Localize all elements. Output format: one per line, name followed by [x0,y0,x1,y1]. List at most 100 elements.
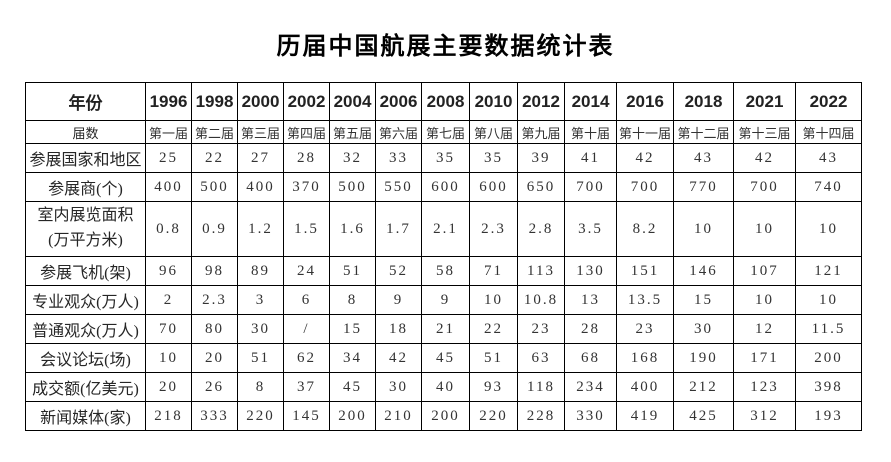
data-cell: 18 [375,314,422,344]
data-cell: 151 [616,256,674,286]
row-label: 专业观众(万人) [25,285,146,315]
year-cell: 2006 [375,82,422,121]
data-cell: 2.1 [421,201,470,257]
year-cell: 2008 [421,82,470,121]
data-cell: 1.5 [283,201,330,257]
data-cell: 2.8 [517,201,565,257]
data-cell: 220 [469,401,518,431]
data-cell: 193 [795,401,862,431]
data-cell: 45 [421,343,470,373]
table-row: 成交额(亿美元) 20 26 8 37 45 30 40 93 118 234 400 212 123 39… [25,372,862,402]
data-cell: 28 [283,143,330,173]
data-cell: 34 [329,343,376,373]
data-cell: 113 [517,256,565,286]
data-cell: 145 [283,401,330,431]
data-cell: 96 [145,256,192,286]
data-cell: 700 [616,172,674,202]
row-label: 会议论坛(场) [25,343,146,373]
data-cell: 330 [564,401,617,431]
data-cell: 3 [237,285,284,315]
page-title: 历届中国航展主要数据统计表 [276,34,615,60]
data-cell: 425 [673,401,734,431]
data-cell: 23 [517,314,565,344]
data-cell: 9 [375,285,422,315]
data-cell: 228 [517,401,565,431]
data-cell: 35 [421,143,470,173]
data-cell: 218 [145,401,192,431]
data-cell: 740 [795,172,862,202]
year-cell: 2012 [517,82,565,121]
data-cell: 43 [795,143,862,173]
data-cell: 400 [237,172,284,202]
data-cell: 第六届 [375,120,422,144]
data-cell: 第三届 [237,120,284,144]
row-label-line: 室内展览面积 [37,207,134,225]
table-row: 参展飞机(架) 96 98 89 24 51 52 58 71 113 130 151 146 107 12… [25,256,862,286]
data-cell: 1.2 [237,201,284,257]
data-cell: 500 [191,172,238,202]
data-cell: 第五届 [329,120,376,144]
year-cell: 2010 [469,82,518,121]
data-cell: 25 [145,143,192,173]
data-cell: 10 [733,201,796,257]
data-cell: 3.5 [564,201,617,257]
year-header-row: 年份 1996 1998 2000 2002 2004 2006 2008 2010 2012 20… [25,82,862,121]
data-cell: 第九届 [517,120,565,144]
table-row: 室内展览面积 (万平方米) 0.8 0.9 1.2 1.5 1.6 1.7 2.1 2.3 2.8 3… [25,201,862,257]
table-row: 届数 第一届 第二届 第三届 第四届 第五届 第六届 第七届 第八届 第九届 第十届 第十一届 第十二届… [25,120,862,144]
data-cell: 400 [145,172,192,202]
data-cell: 23 [616,314,674,344]
row-label: 参展商(个) [25,172,146,202]
data-cell: 2.3 [469,201,518,257]
data-cell: 40 [421,372,470,402]
row-label: 室内展览面积 (万平方米) [25,201,146,257]
data-cell: 10 [145,343,192,373]
data-cell: 121 [795,256,862,286]
data-cell: 26 [191,372,238,402]
data-cell: 15 [329,314,376,344]
data-cell: 12 [733,314,796,344]
data-cell: 10 [673,201,734,257]
data-cell: 0.9 [191,201,238,257]
data-cell: 89 [237,256,284,286]
data-cell: 400 [616,372,674,402]
data-cell: 234 [564,372,617,402]
data-cell: 第十三届 [733,120,796,144]
year-cell: 2016 [616,82,674,121]
data-cell: 80 [191,314,238,344]
table-row: 参展商(个) 400 500 400 370 500 550 600 600 650 700 700 7… [25,172,862,202]
data-cell: 10 [795,285,862,315]
data-cell: 1.6 [329,201,376,257]
data-cell: 45 [329,372,376,402]
data-cell: 10 [795,201,862,257]
data-cell: 700 [564,172,617,202]
year-cell: 2014 [564,82,617,121]
data-cell: 58 [421,256,470,286]
data-cell: 51 [329,256,376,286]
data-cell: 9 [421,285,470,315]
table-row: 参展国家和地区 25 22 27 28 32 33 35 35 39 41 42 43 42 43 [25,143,862,173]
data-cell: 600 [469,172,518,202]
year-cell: 2000 [237,82,284,121]
data-cell: 第一届 [145,120,192,144]
data-cell: 68 [564,343,617,373]
data-cell: 130 [564,256,617,286]
data-cell: 30 [673,314,734,344]
data-cell: 8.2 [616,201,674,257]
data-cell: 第七届 [421,120,470,144]
data-cell: 20 [191,343,238,373]
data-cell: 37 [283,372,330,402]
row-label: 成交额(亿美元) [25,372,146,402]
data-cell: 146 [673,256,734,286]
data-cell: 10.8 [517,285,565,315]
data-cell: 333 [191,401,238,431]
data-cell: 8 [329,285,376,315]
data-cell: 第八届 [469,120,518,144]
data-cell: 第二届 [191,120,238,144]
year-cell: 1998 [191,82,238,121]
table-body: 届数 第一届 第二届 第三届 第四届 第五届 第六届 第七届 第八届 第九届 第十届 第十一届 第十二届… [25,120,862,431]
row-label: 届数 [25,120,146,144]
data-cell: 51 [237,343,284,373]
data-cell: 20 [145,372,192,402]
